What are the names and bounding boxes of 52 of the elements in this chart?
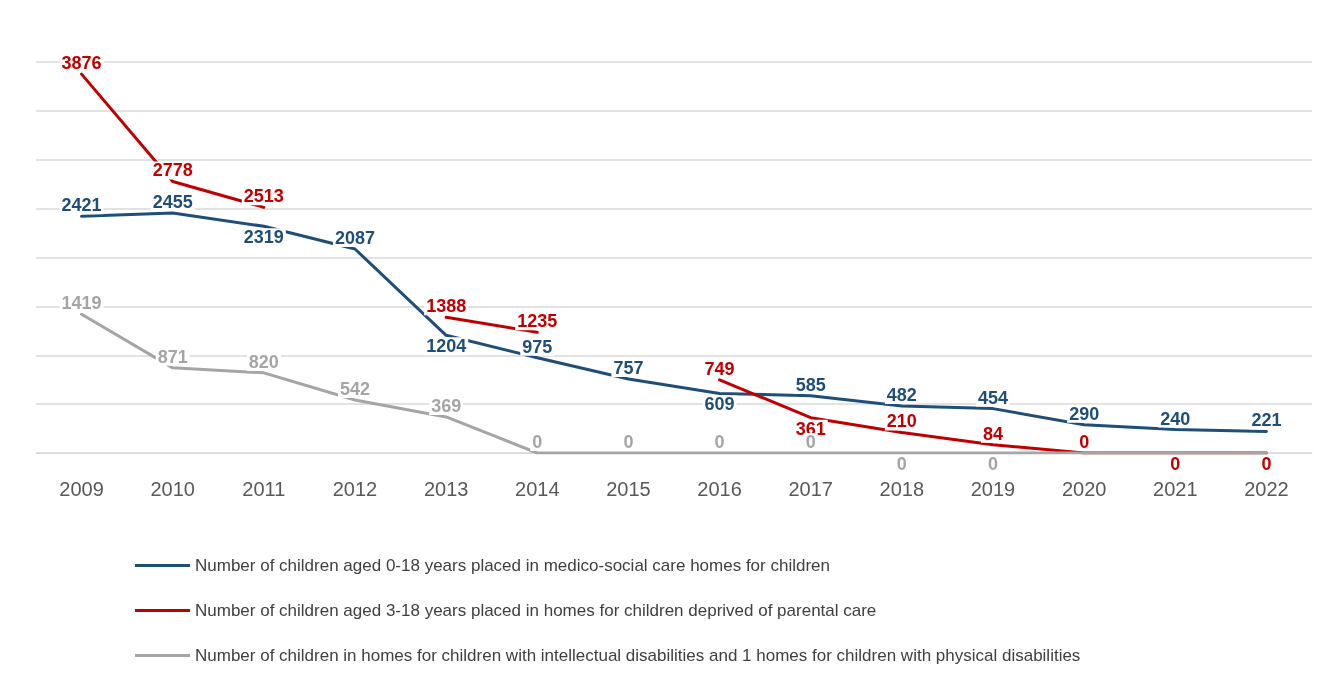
data-label: 585 (795, 374, 826, 395)
data-label: 1419 (61, 293, 102, 314)
x-tick-label: 2013 (423, 478, 469, 500)
data-label: 975 (522, 336, 553, 357)
x-tick-label: 2020 (1061, 478, 1107, 500)
x-tick-label: 2018 (879, 478, 925, 500)
legend-label: Number of children aged 3-18 years placed in homes for children deprived of parental care (195, 601, 877, 620)
data-label: 2319 (243, 227, 284, 248)
x-tick-label: 2010 (150, 478, 195, 500)
data-label: 240 (1160, 408, 1191, 429)
x-tick-label: 2019 (970, 478, 1016, 500)
data-label: 1204 (426, 336, 467, 357)
data-label: 757 (613, 358, 644, 378)
data-label: 1388 (426, 296, 467, 317)
x-tick-label: 2021 (1153, 478, 1198, 500)
data-label: 3876 (61, 53, 102, 74)
data-label: 0 (1079, 432, 1090, 452)
x-tick-label: 2009 (59, 478, 104, 500)
data-label: 609 (704, 394, 735, 415)
data-label: 820 (248, 351, 279, 372)
data-label: 2421 (61, 195, 102, 216)
data-label: 2455 (152, 192, 193, 213)
data-label: 0 (1170, 454, 1181, 474)
data-label: 0 (1261, 454, 1272, 474)
data-label: 2778 (152, 160, 193, 181)
data-label: 482 (886, 384, 917, 405)
x-tick-label: 2017 (788, 478, 833, 500)
legend-label: Number of children in homes for children with intellectual disabilities and 1 homes for children with physical disabilities (195, 646, 1081, 665)
data-label: 454 (977, 387, 1009, 408)
data-label: 749 (704, 358, 735, 379)
data-label: 84 (982, 423, 1004, 444)
data-label: 0 (987, 454, 999, 474)
data-label: 2513 (243, 186, 284, 207)
data-label: 542 (339, 379, 371, 400)
data-label: 2087 (334, 228, 376, 248)
data-label: 871 (157, 346, 188, 367)
x-tick-label: 2015 (606, 478, 651, 500)
x-tick-label: 2014 (515, 478, 560, 500)
data-label: 0 (714, 432, 725, 452)
data-label: 0 (623, 432, 634, 452)
legend-label: Number of children aged 0-18 years placed in medico-social care homes for children (195, 556, 830, 575)
x-tick-label: 2012 (332, 478, 378, 500)
data-label: 0 (896, 454, 907, 474)
x-tick-label: 2016 (697, 478, 742, 500)
data-label: 210 (886, 411, 917, 432)
data-label: 369 (431, 395, 462, 416)
data-label: 0 (532, 432, 543, 452)
x-tick-label: 2022 (1244, 478, 1289, 500)
data-label: 290 (1069, 403, 1100, 424)
data-label: 221 (1251, 410, 1282, 431)
data-label: 1235 (517, 311, 558, 332)
x-tick-label: 2011 (242, 478, 286, 500)
